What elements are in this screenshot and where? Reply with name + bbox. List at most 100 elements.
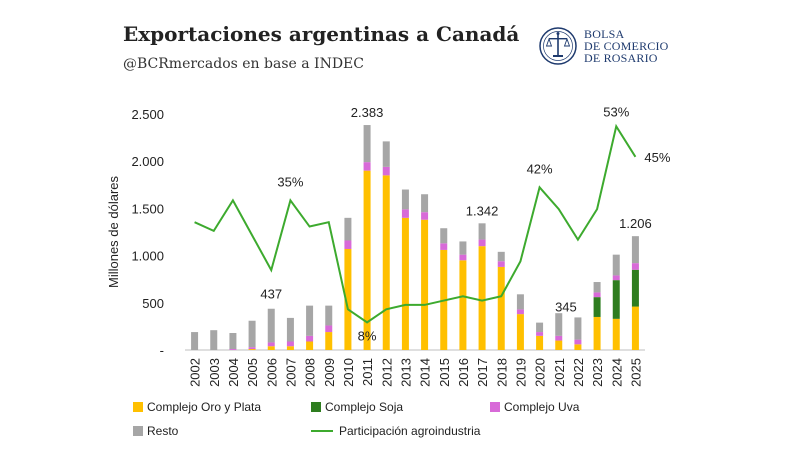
bar-segment-resto — [440, 228, 448, 244]
bar-segment-oro — [536, 335, 544, 350]
bar-segment-oro — [478, 246, 486, 350]
bar-segment-oro — [516, 314, 524, 350]
bar-segment-uva — [459, 254, 467, 261]
line-pct-label: 8% — [358, 328, 377, 343]
bar-segment-uva — [248, 347, 256, 350]
bar-segment-resto — [593, 282, 601, 293]
bar-segment-uva — [497, 261, 505, 267]
y-tick-label: 2.000 — [131, 154, 164, 169]
bar-segment-oro — [459, 260, 467, 350]
bar-segment-uva — [344, 240, 352, 249]
bar-segment-soja — [631, 269, 639, 307]
legend-swatch-soja — [311, 402, 321, 412]
bar-segment-uva — [401, 209, 409, 218]
x-tick-label: 2008 — [303, 358, 318, 387]
legend-item-uva: Complejo Uva — [490, 400, 579, 414]
bar-segment-soja — [612, 280, 620, 319]
chart-title: Exportaciones argentinas a Canadá — [123, 22, 520, 46]
bar-segment-uva — [421, 212, 429, 220]
bar-segment-resto — [306, 305, 314, 336]
bar-segment-oro — [631, 306, 639, 350]
x-tick-label: 2021 — [552, 358, 567, 387]
y-tick-label: 2.500 — [131, 107, 164, 122]
bar-segment-resto — [401, 189, 409, 210]
bar-segment-oro — [363, 170, 371, 350]
bar-segment-uva — [574, 339, 582, 345]
legend-line-participacion — [311, 430, 333, 432]
bar-segment-oro — [593, 316, 601, 350]
bar-total-label: 437 — [260, 287, 282, 302]
bar-total-label: 345 — [555, 299, 577, 314]
line-pct-label: 42% — [527, 161, 553, 176]
bar-segment-oro — [325, 332, 333, 350]
legend-label-soja: Complejo Soja — [325, 400, 404, 414]
bar-segment-oro — [306, 341, 314, 350]
x-tick-label: 2007 — [283, 358, 298, 387]
bcr-seal-icon — [539, 27, 577, 65]
bar-segment-resto — [516, 294, 524, 310]
bar-segment-oro — [497, 266, 505, 350]
bar-segment-resto — [536, 322, 544, 333]
x-tick-label: 2015 — [437, 358, 452, 387]
bar-segment-resto — [459, 241, 467, 255]
x-tick-label: 2004 — [226, 358, 241, 387]
bar-segment-uva — [267, 342, 275, 347]
x-tick-label: 2019 — [513, 358, 528, 387]
bcr-logo-text: BOLSA DE COMERCIO DE ROSARIO — [584, 28, 669, 64]
bar-segment-resto — [631, 236, 639, 264]
line-pct-label: 45% — [644, 150, 670, 165]
bar-segment-resto — [344, 217, 352, 241]
bar-segment-resto — [210, 330, 218, 350]
x-tick-label: 2024 — [609, 358, 624, 387]
x-tick-label: 2002 — [188, 358, 203, 387]
bar-segment-resto — [363, 125, 371, 163]
legend-swatch-oro — [133, 402, 143, 412]
bar-segment-oro — [401, 217, 409, 350]
x-tick-label: 2010 — [341, 358, 356, 387]
x-tick-label: 2025 — [628, 358, 643, 387]
bar-segment-uva — [536, 332, 544, 336]
bar-segment-resto — [325, 305, 333, 326]
bar-segment-uva — [229, 349, 237, 350]
line-pct-label: 53% — [603, 104, 629, 119]
bar-segment-oro — [344, 248, 352, 350]
bar-segment-oro — [267, 346, 275, 350]
bar-segment-resto — [497, 251, 505, 262]
x-tick-label: 2020 — [533, 358, 548, 387]
bar-segment-resto — [382, 141, 390, 167]
logo-line-3: DE ROSARIO — [584, 51, 658, 65]
bar-segment-oro — [248, 349, 256, 350]
bar-segment-uva — [555, 335, 563, 341]
bar-segment-uva — [516, 309, 524, 315]
bar-segment-uva — [440, 243, 448, 250]
bar-segment-resto — [286, 317, 294, 342]
bar-total-label: 1.206 — [619, 216, 652, 231]
bar-segment-uva — [612, 275, 620, 281]
x-tick-label: 2013 — [398, 358, 413, 387]
y-tick-label: 1.500 — [131, 201, 164, 216]
x-tick-label: 2016 — [456, 358, 471, 387]
logo-line-1: BOLSA — [584, 27, 625, 41]
bar-segment-uva — [325, 325, 333, 333]
legend-item-oro: Complejo Oro y Plata — [133, 400, 261, 414]
x-tick-label: 2022 — [571, 358, 586, 387]
x-tick-label: 2023 — [590, 358, 605, 387]
bar-segment-resto — [555, 313, 563, 336]
legend-swatch-uva — [490, 402, 500, 412]
legend-label-uva: Complejo Uva — [504, 400, 580, 414]
legend-label-resto: Resto — [147, 424, 179, 438]
y-axis-label: Millones de dólares — [106, 176, 121, 289]
x-tick-label: 2011 — [360, 358, 375, 386]
y-tick-label: 1.000 — [131, 249, 164, 264]
chart-subtitle: @BCRmercados en base a INDEC — [123, 56, 364, 72]
bar-segment-uva — [593, 292, 601, 298]
x-tick-label: 2005 — [245, 358, 260, 387]
bar-segment-uva — [306, 335, 314, 342]
bar-segment-uva — [382, 166, 390, 176]
bar-segment-uva — [631, 263, 639, 270]
bar-segment-resto — [267, 308, 275, 343]
bar-segment-resto — [229, 333, 237, 350]
bar-segment-oro — [612, 318, 620, 350]
logo-line-2: DE COMERCIO — [584, 39, 669, 53]
